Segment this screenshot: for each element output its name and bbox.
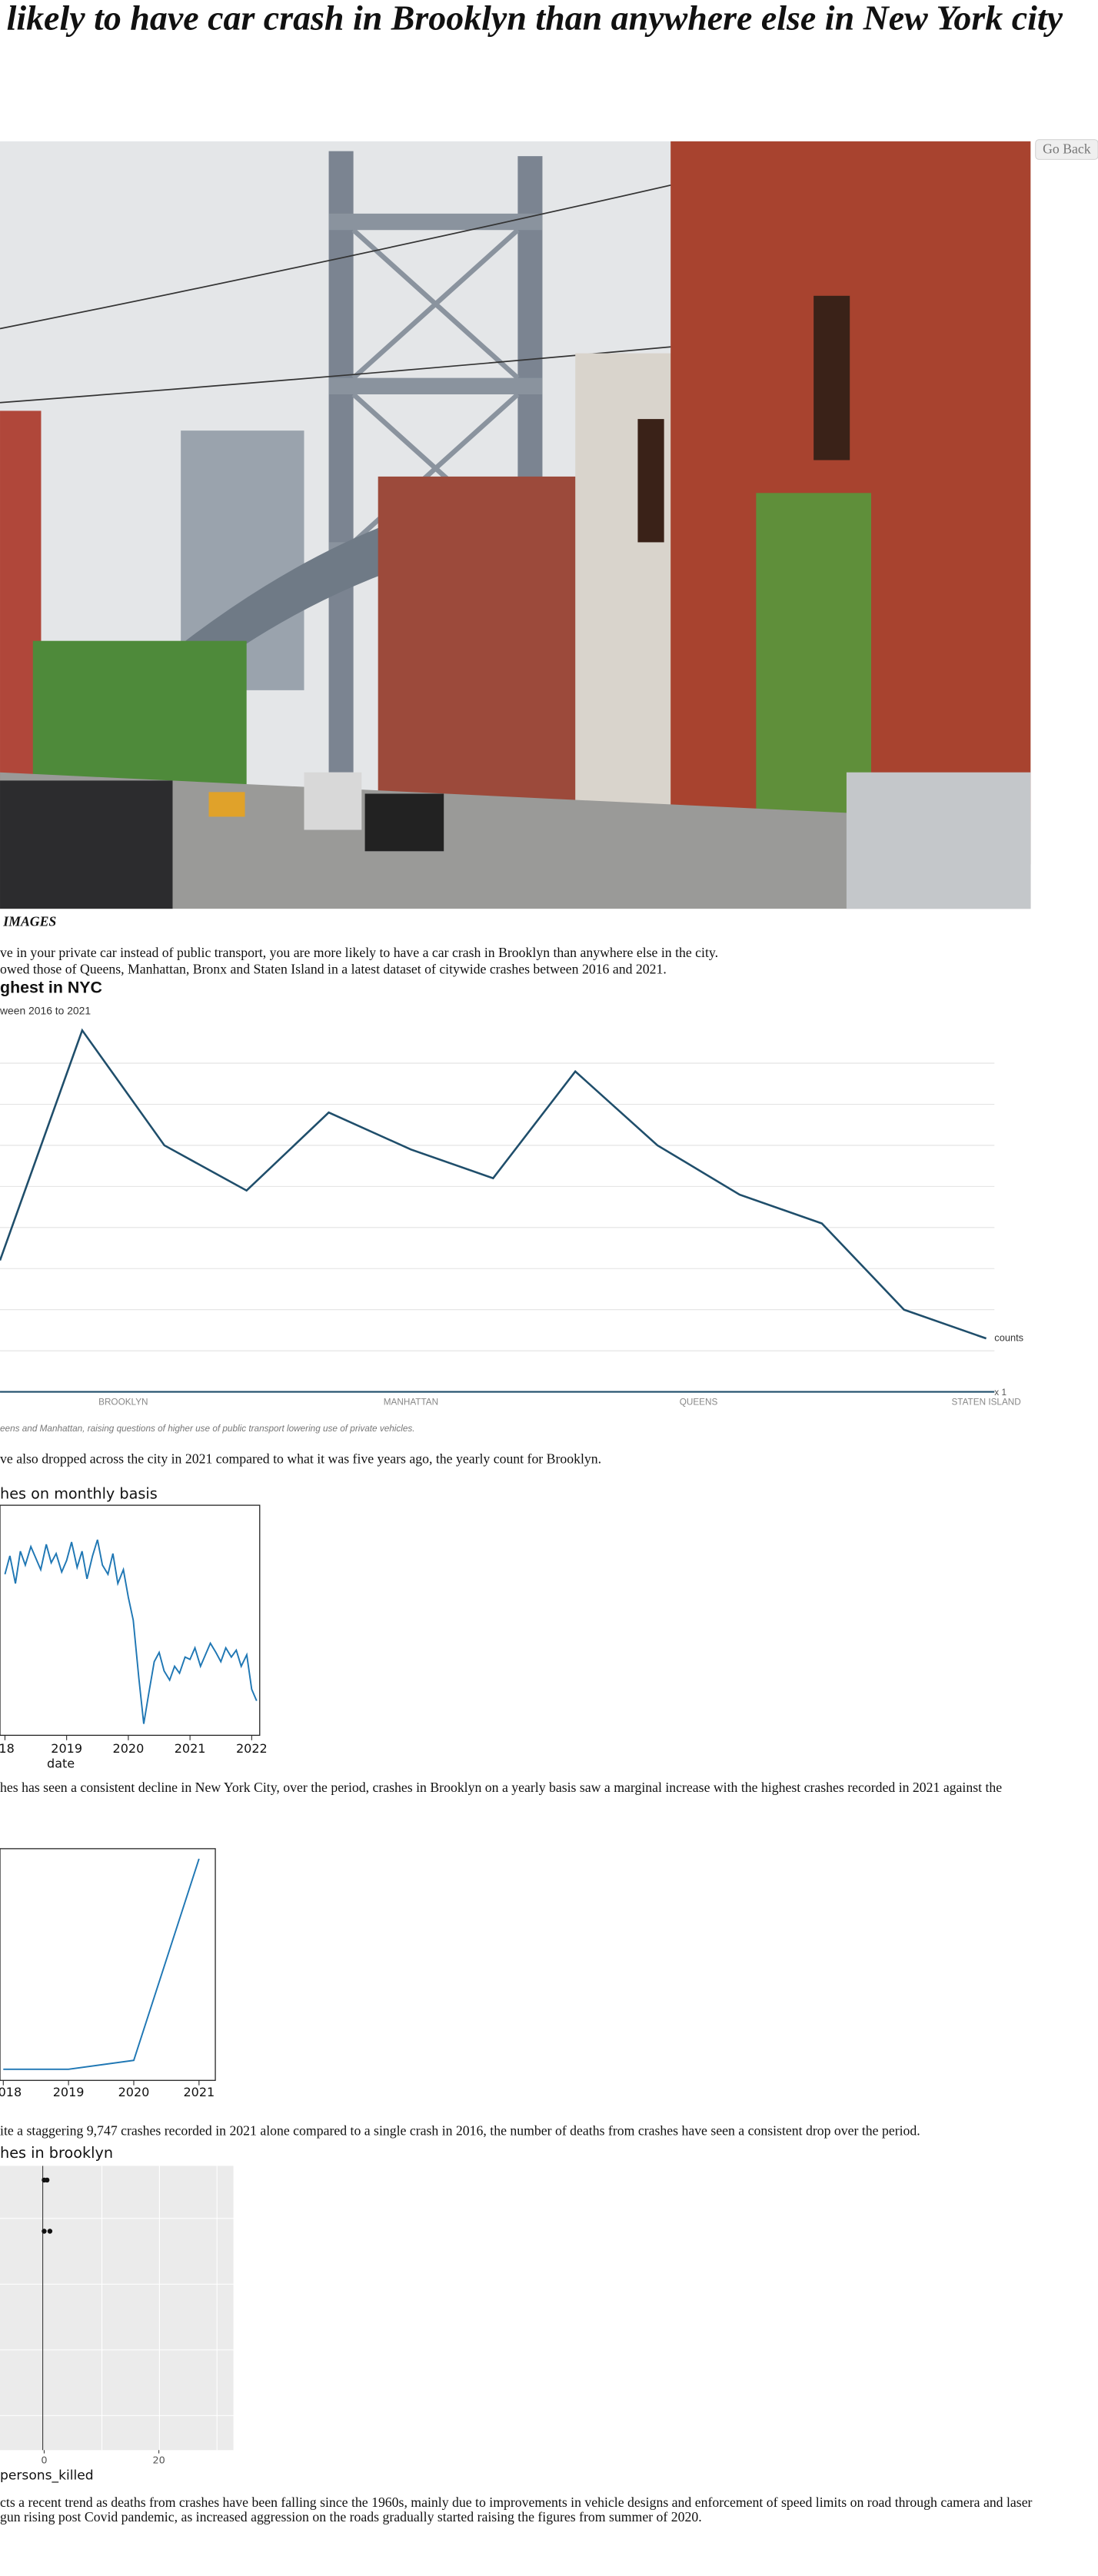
- article-title: likely to have car crash in Brooklyn tha…: [7, 0, 1063, 37]
- x-tick-label: 2021: [175, 1741, 206, 1756]
- chart-note: eens and Manhattan, raising questions of…: [0, 1424, 415, 1434]
- line: [3, 1858, 200, 2070]
- paragraph-line: gun rising post Covid pandemic, as incre…: [0, 2509, 702, 2524]
- chart-title: ghest in NYC: [0, 978, 102, 996]
- x-tick-label: 018: [0, 2085, 22, 2099]
- chart-4-panel: [0, 2166, 234, 2451]
- chart-title: hes in brooklyn: [0, 2144, 113, 2162]
- x-tick-label: QUEENS: [680, 1398, 718, 1408]
- x-tick-label: 18: [0, 1741, 15, 1756]
- x-tick-label: 2019: [53, 2085, 85, 2099]
- paragraph-line: cts a recent trend as deaths from crashe…: [0, 2495, 1033, 2510]
- hero-photo: [0, 141, 1031, 909]
- paragraph-line: owed those of Queens, Manhattan, Bronx a…: [0, 961, 667, 976]
- line: [4, 1539, 258, 1724]
- go-back-button[interactable]: Go Back: [1035, 139, 1098, 160]
- paragraph: ve also dropped across the city in 2021 …: [0, 1451, 601, 1466]
- x-tick-label: BROOKLYN: [98, 1398, 148, 1408]
- x-tick-label: STATEN ISLAND: [951, 1398, 1020, 1408]
- paragraph: ite a staggering 9,747 crashes recorded …: [0, 2123, 920, 2139]
- x-tick-label: 2022: [236, 1741, 268, 1756]
- x-tick-label: MANHATTAN: [384, 1398, 438, 1408]
- x-tick-label: 2019: [51, 1741, 82, 1756]
- x-tick-label: 2020: [113, 1741, 145, 1756]
- chart-1-static: [0, 1062, 995, 1393]
- x-tick-label: 2020: [118, 2085, 150, 2099]
- axis-label: x 1: [994, 1388, 1007, 1398]
- point: [47, 2229, 53, 2234]
- x-axis-label: persons_killed: [0, 2468, 94, 2483]
- line: [0, 1028, 987, 1340]
- button-label[interactable]: Go Back: [1043, 141, 1091, 157]
- series-label: counts: [994, 1332, 1023, 1344]
- paragraph-line: ve in your private car instead of public…: [0, 945, 718, 960]
- image-credit: IMAGES: [2, 913, 56, 929]
- x-axis-label: date: [47, 1756, 75, 1770]
- chart-3-frame: [0, 1848, 216, 2081]
- x-tick-label: 2021: [183, 2085, 215, 2099]
- x-tick-label: 0: [41, 2455, 47, 2467]
- paragraph: hes has seen a consistent decline in New…: [0, 1780, 1002, 1795]
- x-tick-label: 20: [152, 2455, 165, 2467]
- point: [44, 2177, 50, 2183]
- point: [42, 2229, 47, 2234]
- chart-title: hes on monthly basis: [0, 1485, 158, 1503]
- chart-2-frame: [0, 1504, 261, 1737]
- chart-subtitle: ween 2016 to 2021: [0, 1004, 91, 1016]
